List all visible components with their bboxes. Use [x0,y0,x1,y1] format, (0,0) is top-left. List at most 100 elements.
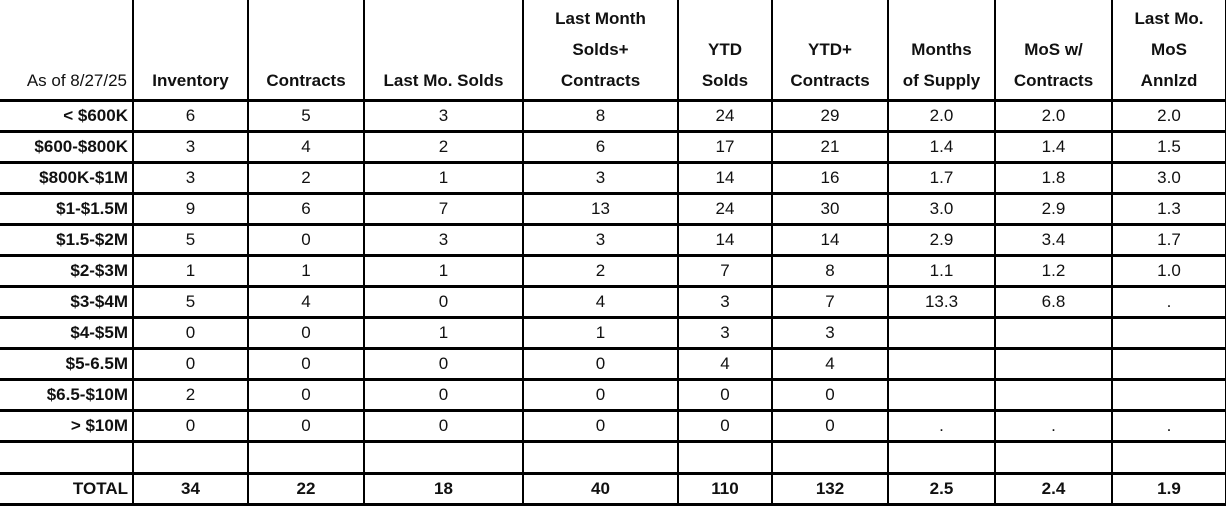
cell: 0 [522,409,679,443]
cell: 9 [132,192,249,226]
cell: 1.5 [1111,130,1226,164]
cell: 3 [677,316,773,350]
cell [994,440,1113,475]
cell: 6 [132,99,249,133]
cell: 3 [771,316,889,350]
cell: 7 [771,285,889,319]
row-label: $1-$1.5M [0,192,134,226]
cell: 30 [771,192,889,226]
cell: 0 [363,347,524,381]
cell: 0 [363,285,524,319]
cell [1111,316,1226,350]
table-row: $1.5-$2M 5 0 3 3 14 14 2.9 3.4 1.7 [0,223,1226,257]
cell: 0 [522,347,679,381]
column-header: Months of Supply [887,0,996,102]
cell: 2 [132,378,249,412]
cell: 0 [132,347,249,381]
cell: 8 [771,254,889,288]
row-label: TOTAL [0,472,134,506]
cell: 1.7 [1111,223,1226,257]
cell: 24 [677,192,773,226]
table-row: $600-$800K 3 4 2 6 17 21 1.4 1.4 1.5 [0,130,1226,164]
cell: . [887,409,996,443]
cell: 6 [247,192,365,226]
cell: 18 [363,472,524,506]
cell: 4 [677,347,773,381]
cell: 0 [677,409,773,443]
cell: 40 [522,472,679,506]
header-row: As of 8/27/25 Inventory Contracts Last Mo. … [0,0,1226,102]
table-row: < $600K 6 5 3 8 24 29 2.0 2.0 2.0 [0,99,1226,133]
cell: 132 [771,472,889,506]
cell: 21 [771,130,889,164]
row-label: $600-$800K [0,130,134,164]
cell: 0 [677,378,773,412]
cell: 5 [132,223,249,257]
cell: 29 [771,99,889,133]
cell: 2.0 [887,99,996,133]
cell [1111,378,1226,412]
cell: 14 [771,223,889,257]
cell: 0 [363,409,524,443]
cell: 110 [677,472,773,506]
cell: 0 [522,378,679,412]
table-row: $4-$5M 0 0 1 1 3 3 [0,316,1226,350]
cell: 2.4 [994,472,1113,506]
cell [994,316,1113,350]
cell [994,347,1113,381]
cell: 16 [771,161,889,195]
row-label [0,440,134,475]
column-header: YTD Solds [677,0,773,102]
cell: 3 [522,223,679,257]
table-row: $2-$3M 1 1 1 2 7 8 1.1 1.2 1.0 [0,254,1226,288]
cell: 13 [522,192,679,226]
cell: 0 [247,316,365,350]
table-body: < $600K 6 5 3 8 24 29 2.0 2.0 2.0 $600-$800K 3 4 2 6 17… [0,99,1226,506]
cell: 5 [132,285,249,319]
spacer-row [0,440,1226,475]
cell [887,378,996,412]
cell: 2 [363,130,524,164]
column-header: Last Month Solds+ Contracts [522,0,679,102]
table-row: $6.5-$10M 2 0 0 0 0 0 [0,378,1226,412]
cell: 24 [677,99,773,133]
inventory-table: As of 8/27/25 Inventory Contracts Last Mo. … [0,0,1226,506]
cell: . [994,409,1113,443]
cell: 1.3 [1111,192,1226,226]
column-header: MoS w/ Contracts [994,0,1113,102]
cell: 2 [247,161,365,195]
table-row: $800K-$1M 3 2 1 3 14 16 1.7 1.8 3.0 [0,161,1226,195]
table-row: $1-$1.5M 9 6 7 13 24 30 3.0 2.9 1.3 [0,192,1226,226]
cell: 1.2 [994,254,1113,288]
cell: . [1111,409,1226,443]
cell: 6.8 [994,285,1113,319]
cell: 4 [247,130,365,164]
cell [363,440,524,475]
column-header: Last Mo. MoS Annlzd [1111,0,1226,102]
cell: 2 [522,254,679,288]
column-header: YTD+ Contracts [771,0,889,102]
cell: 1.1 [887,254,996,288]
cell: 3.0 [887,192,996,226]
cell: 13.3 [887,285,996,319]
total-row: TOTAL 34 22 18 40 110 132 2.5 2.4 1.9 [0,472,1226,506]
cell: 2.9 [994,192,1113,226]
cell: 1.4 [887,130,996,164]
row-label: > $10M [0,409,134,443]
column-header: Inventory [132,0,249,102]
cell: 0 [771,378,889,412]
cell: 1.4 [994,130,1113,164]
cell: 17 [677,130,773,164]
cell [887,347,996,381]
cell: 3 [132,130,249,164]
cell: 14 [677,161,773,195]
cell: 2.9 [887,223,996,257]
cell [887,440,996,475]
cell: 0 [132,409,249,443]
cell: 1.7 [887,161,996,195]
table-row: > $10M 0 0 0 0 0 0... [0,409,1226,443]
cell: 0 [771,409,889,443]
cell: 6 [522,130,679,164]
cell: 1 [363,316,524,350]
cell: 1 [363,161,524,195]
